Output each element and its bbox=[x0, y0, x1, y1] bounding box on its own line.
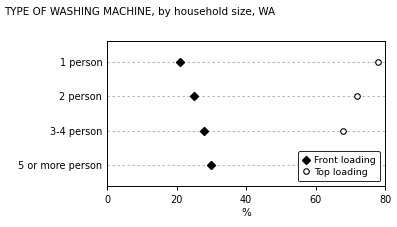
Text: TYPE OF WASHING MACHINE, by household size, WA: TYPE OF WASHING MACHINE, by household si… bbox=[4, 7, 275, 17]
Legend: Front loading, Top loading: Front loading, Top loading bbox=[298, 151, 380, 181]
X-axis label: %: % bbox=[241, 208, 251, 218]
